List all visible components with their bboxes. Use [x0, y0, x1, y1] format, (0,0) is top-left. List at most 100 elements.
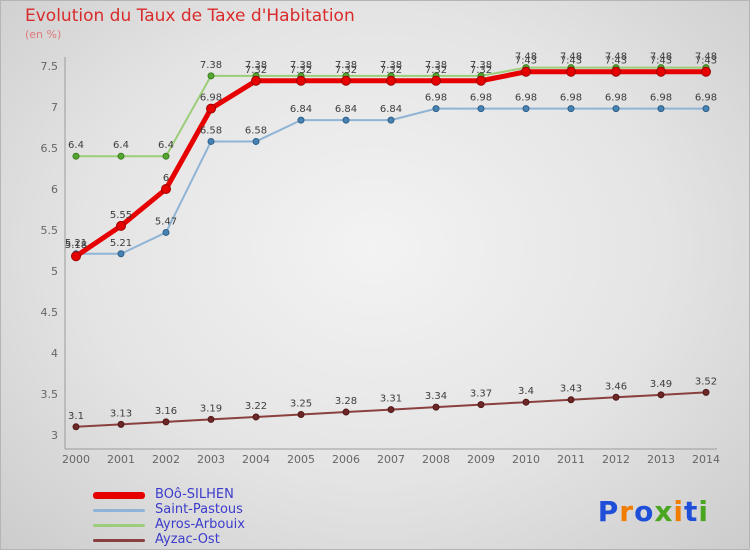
data-label: 3.28	[335, 396, 357, 407]
data-point	[206, 103, 216, 114]
data-label: 3.46	[605, 381, 627, 392]
data-point	[297, 411, 305, 418]
legend-item: Ayzac-Ost	[93, 533, 245, 547]
data-point	[567, 105, 575, 113]
data-label: 6.58	[200, 125, 222, 136]
x-tick-label: 2012	[602, 453, 630, 466]
data-label: 3.37	[470, 389, 492, 400]
data-label: 5.55	[110, 210, 132, 221]
x-tick-label: 2006	[332, 453, 360, 466]
data-label: 7.38	[380, 60, 402, 71]
data-point	[251, 75, 261, 86]
data-point	[611, 66, 621, 77]
data-point	[657, 391, 665, 399]
legend-label: Ayzac-Ost	[155, 532, 220, 547]
data-point	[162, 152, 170, 160]
data-label: 7.32	[290, 65, 312, 76]
data-point	[207, 137, 215, 145]
x-tick-label: 2008	[422, 453, 450, 466]
data-label: 6.98	[605, 93, 627, 104]
legend-item: BOô-SILHEN	[93, 488, 245, 502]
data-point	[162, 228, 170, 236]
data-label: 6.98	[560, 93, 582, 104]
data-point	[387, 406, 395, 414]
data-point	[71, 251, 81, 262]
proxiti-logo: Proxiti	[598, 495, 709, 528]
data-label: 5.21	[110, 238, 132, 249]
data-label: 7.32	[245, 65, 267, 76]
data-point	[117, 420, 125, 428]
data-label: 7.32	[335, 65, 357, 76]
data-point	[252, 413, 260, 421]
data-label: 5.47	[155, 216, 177, 227]
x-tick-label: 2001	[107, 453, 135, 466]
y-tick-label: 6.5	[41, 142, 59, 155]
data-label: 3.1	[68, 411, 84, 422]
data-label: 7.43	[515, 56, 537, 67]
data-label: 3.25	[290, 399, 312, 410]
data-point	[522, 105, 530, 113]
data-point	[477, 401, 485, 409]
logo-letter: P	[597, 495, 620, 528]
data-point	[612, 105, 620, 113]
data-label: 7.38	[335, 60, 357, 71]
data-point	[297, 116, 305, 124]
data-point	[567, 396, 575, 404]
data-label: 6.98	[695, 93, 717, 104]
data-point	[431, 75, 441, 86]
data-point	[521, 66, 531, 77]
data-point	[341, 75, 351, 86]
data-point	[342, 408, 350, 416]
page-title: Evolution du Taux de Taxe d'Habitation	[25, 6, 355, 26]
data-label: 6.84	[290, 104, 312, 115]
data-label: 7.38	[245, 60, 267, 71]
x-tick-label: 2013	[647, 453, 675, 466]
data-point	[161, 184, 171, 194]
data-label: 6	[163, 173, 169, 184]
data-point	[386, 75, 396, 86]
x-tick-label: 2002	[152, 453, 180, 466]
data-point	[252, 137, 260, 145]
data-label: 6.84	[335, 104, 357, 115]
y-tick-label: 3	[51, 429, 58, 442]
data-point	[702, 388, 710, 396]
data-point	[162, 418, 170, 426]
data-label: 3.4	[518, 386, 534, 397]
data-label: 7.48	[560, 52, 582, 63]
legend-label: BOô-SILHEN	[155, 487, 234, 502]
data-label: 6.4	[113, 140, 129, 151]
x-tick-label: 2007	[377, 453, 405, 466]
legend-item: Saint-Pastous	[93, 503, 245, 517]
x-tick-label: 2000	[62, 453, 90, 466]
logo-letter: i	[673, 495, 684, 528]
data-label: 6.4	[158, 140, 174, 151]
y-tick-label: 5	[51, 265, 58, 278]
data-point	[432, 105, 440, 113]
data-label: 6.98	[425, 93, 447, 104]
logo-letter: r	[619, 495, 635, 528]
data-point	[342, 116, 350, 124]
data-label: 7.48	[695, 52, 717, 63]
data-label: 3.43	[560, 384, 582, 395]
data-label: 3.34	[425, 391, 447, 402]
y-tick-label: 3.5	[41, 388, 59, 401]
data-label: 5.21	[65, 238, 87, 249]
x-tick-label: 2010	[512, 453, 540, 466]
data-label: 6.98	[200, 93, 222, 104]
data-point	[612, 393, 620, 401]
data-point	[117, 250, 125, 258]
data-label: 3.19	[200, 403, 222, 414]
legend-swatch	[93, 523, 145, 527]
y-tick-label: 6	[51, 183, 58, 196]
data-label: 7.43	[695, 56, 717, 67]
data-point	[116, 220, 126, 231]
data-point	[207, 72, 215, 80]
data-label: 7.32	[425, 65, 447, 76]
y-tick-label: 7	[51, 101, 58, 114]
x-tick-label: 2005	[287, 453, 315, 466]
data-point	[476, 75, 486, 86]
y-tick-label: 4	[51, 347, 58, 360]
y-tick-label: 7.5	[41, 60, 59, 73]
data-label: 3.31	[380, 394, 402, 405]
